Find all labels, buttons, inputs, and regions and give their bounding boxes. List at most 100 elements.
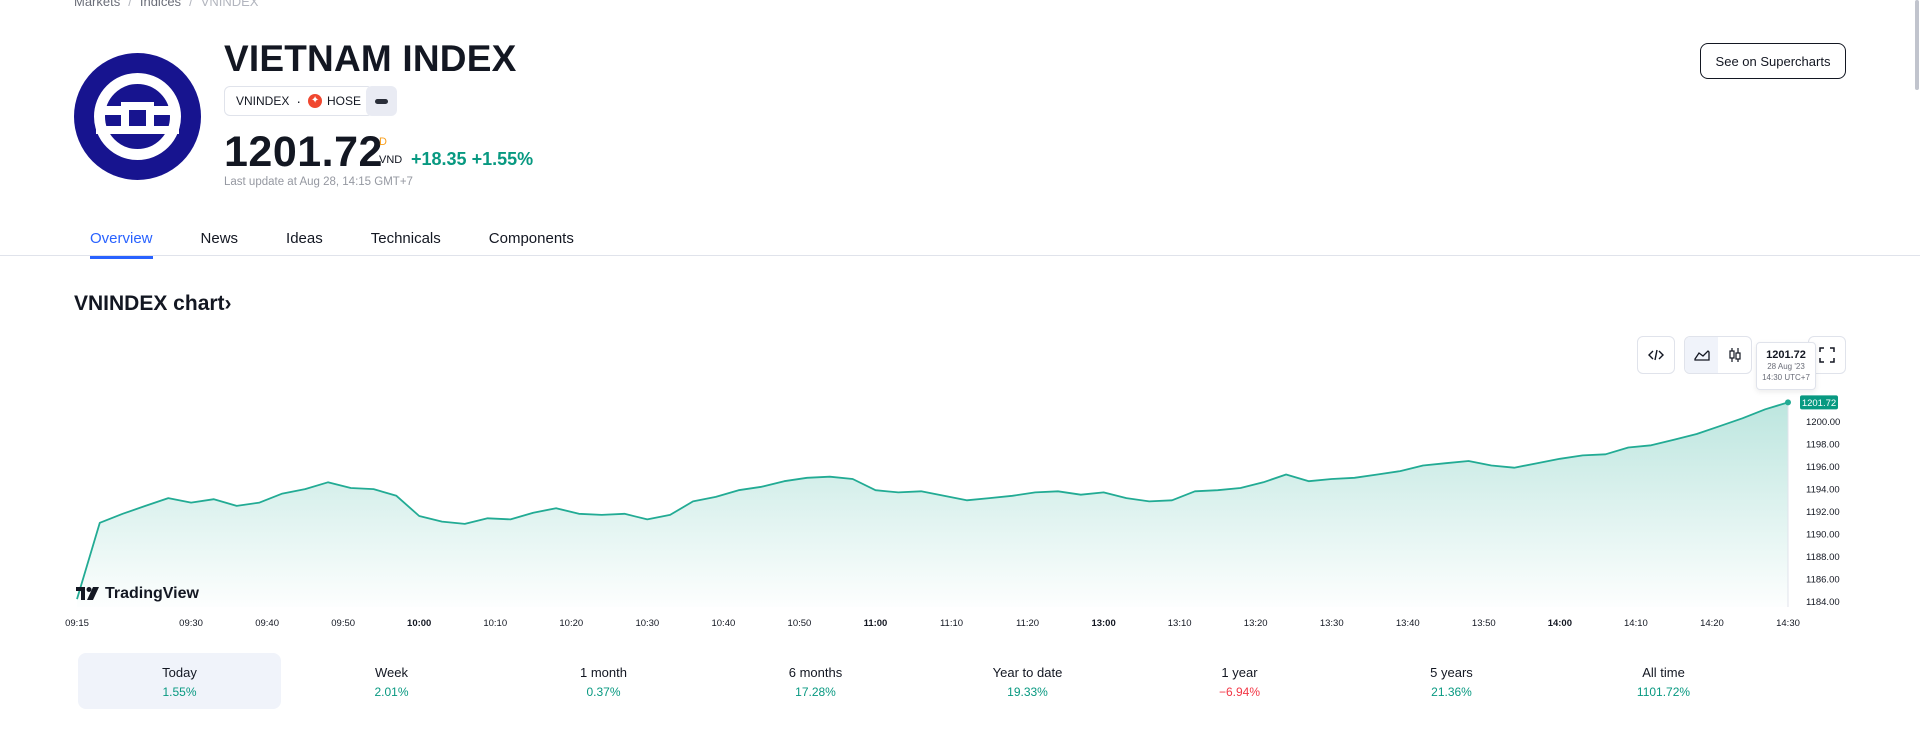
tab-components[interactable]: Components <box>488 230 574 247</box>
exchange-label: HOSE <box>327 94 362 108</box>
x-tick-label: 14:00 <box>1548 618 1572 629</box>
range-label: 5 years <box>1430 665 1473 680</box>
tooltip-date: 28 Aug '23 <box>1767 362 1805 371</box>
range-1-year[interactable]: 1 year −6.94% <box>1138 653 1341 709</box>
breadcrumb-current: VNINDEX <box>200 0 259 9</box>
x-tick-label: 10:40 <box>711 618 735 629</box>
range-today[interactable]: Today 1.55% <box>78 653 281 709</box>
x-tick-label: 13:30 <box>1320 618 1344 629</box>
price-currency: VND <box>379 154 403 166</box>
x-tick-label: 13:10 <box>1168 618 1192 629</box>
fullscreen-icon <box>1819 347 1835 363</box>
x-tick-label: 13:40 <box>1396 618 1420 629</box>
symbol-label: VNINDEX <box>236 94 290 108</box>
y-tick-label: 1184.00 <box>1806 597 1840 608</box>
y-tick-label: 1186.00 <box>1806 574 1840 585</box>
last-update: Last update at Aug 28, 14:15 GMT+7 <box>224 176 413 188</box>
range-5-years[interactable]: 5 years 21.36% <box>1350 653 1553 709</box>
chevron-right-icon: › <box>224 292 232 315</box>
x-tick-label: 10:10 <box>483 618 507 629</box>
x-tick-label: 09:50 <box>331 618 355 629</box>
change-percent: +1.55% <box>471 149 534 169</box>
candle-style-button[interactable] <box>1718 337 1751 373</box>
range-label: Today <box>162 665 197 680</box>
y-tick-label: 1192.00 <box>1806 507 1840 518</box>
x-tick-label: 10:50 <box>788 618 812 629</box>
tab-news[interactable]: News <box>200 230 239 247</box>
index-logo <box>74 53 201 180</box>
see-on-supercharts-button[interactable]: See on Supercharts <box>1700 43 1846 79</box>
tab-bar: Overview News Ideas Technicals Component… <box>74 224 598 259</box>
watermark-text: TradingView <box>105 585 199 602</box>
last-value-badge <box>1800 395 1838 410</box>
breadcrumb: Markets / Indices / VNINDEX <box>74 0 258 9</box>
y-tick-label: 1200.00 <box>1806 417 1840 428</box>
range-value: 2.01% <box>374 685 409 699</box>
range-year-to-date[interactable]: Year to date 19.33% <box>926 653 1129 709</box>
page-title: VIETNAM INDEX <box>224 38 517 79</box>
last-value-label: 1201.72 <box>1802 398 1836 409</box>
vnindex-logo-icon <box>94 73 181 160</box>
range-value: 21.36% <box>1431 685 1472 699</box>
range-value: 0.37% <box>586 685 621 699</box>
price-change: +18.35 +1.55% <box>411 149 533 170</box>
price-flag: D <box>379 136 387 148</box>
performance-ranges: Today 1.55% Week 2.01% 1 month 0.37% 6 m… <box>78 653 1774 709</box>
exchange-flag-icon: ✦ <box>308 94 323 108</box>
x-tick-label: 11:20 <box>1016 618 1039 629</box>
breadcrumb-markets[interactable]: Markets <box>74 0 121 9</box>
tooltip-time: 14:30 UTC+7 <box>1762 373 1810 382</box>
collapse-button[interactable] <box>366 86 397 116</box>
range-label: All time <box>1642 665 1685 680</box>
breadcrumb-separator: / <box>189 0 193 9</box>
y-tick-label: 1188.00 <box>1806 552 1840 563</box>
x-tick-label: 14:30 <box>1776 618 1800 629</box>
code-icon <box>1648 349 1664 361</box>
series-line <box>76 401 1789 600</box>
tab-technicals[interactable]: Technicals <box>370 230 441 247</box>
dot-separator: · <box>296 93 302 109</box>
x-tick-label: 13:20 <box>1244 618 1268 629</box>
range-6-months[interactable]: 6 months 17.28% <box>714 653 917 709</box>
range-value: −6.94% <box>1218 685 1261 699</box>
x-tick-label: 14:10 <box>1624 618 1648 629</box>
chart-title-text: VNINDEX chart <box>74 292 225 315</box>
range-label: 6 months <box>788 665 843 680</box>
tooltip-value: 1201.72 <box>1766 349 1806 361</box>
chart-style-group <box>1684 336 1752 374</box>
tabs-divider <box>0 255 1920 256</box>
embed-code-button[interactable] <box>1637 336 1675 374</box>
range-value: 17.28% <box>795 685 836 699</box>
tradingview-watermark[interactable]: TradingView <box>76 585 199 603</box>
range-label: Week <box>375 665 408 680</box>
tab-overview[interactable]: Overview <box>90 224 153 259</box>
minus-icon <box>375 98 388 104</box>
x-tick-label: 14:20 <box>1700 618 1724 629</box>
series-area <box>77 402 1788 607</box>
x-tick-label: 09:40 <box>255 618 279 629</box>
crosshair-tooltip: 1201.72 28 Aug '23 14:30 UTC+7 <box>1756 342 1816 390</box>
range-1-month[interactable]: 1 month 0.37% <box>502 653 705 709</box>
range-all-time[interactable]: All time 1101.72% <box>1562 653 1765 709</box>
x-tick-label: 13:00 <box>1091 618 1115 629</box>
x-tick-label: 10:30 <box>635 618 659 629</box>
x-tick-label: 09:30 <box>179 618 203 629</box>
x-tick-label: 11:10 <box>940 618 963 629</box>
y-tick-label: 1190.00 <box>1806 530 1840 541</box>
last-point-marker <box>1785 399 1791 406</box>
tab-ideas[interactable]: Ideas <box>286 230 323 247</box>
x-tick-label: 10:00 <box>407 618 431 629</box>
range-week[interactable]: Week 2.01% <box>290 653 493 709</box>
area-style-button[interactable] <box>1685 337 1718 373</box>
range-value: 1101.72% <box>1636 685 1691 699</box>
page-scrollbar[interactable] <box>1915 0 1919 90</box>
x-tick-label: 11:00 <box>864 618 888 629</box>
tradingview-logo-icon <box>76 587 99 600</box>
breadcrumb-indices[interactable]: Indices <box>139 0 182 9</box>
x-tick-label: 10:20 <box>559 618 583 629</box>
chart-section-title[interactable]: VNINDEX chart› <box>74 292 232 316</box>
breadcrumb-separator: / <box>128 0 132 9</box>
range-value: 19.33% <box>1007 685 1048 699</box>
y-tick-label: 1196.00 <box>1806 462 1840 473</box>
